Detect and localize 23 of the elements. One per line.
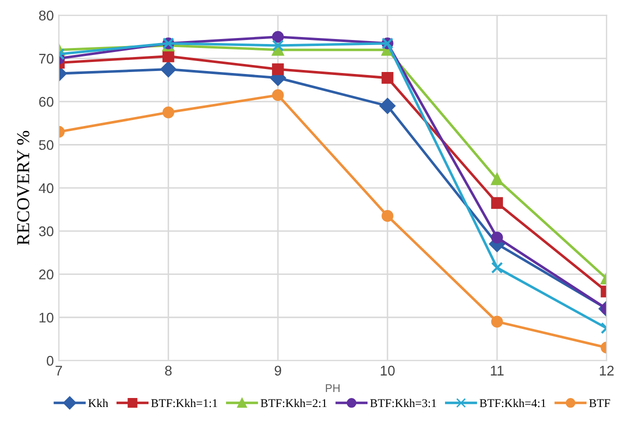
y-tick-label: 10 [40, 312, 54, 323]
legend-label: BTF:Kkh=4:1 [480, 398, 546, 408]
y-tick-label: 60 [39, 96, 54, 107]
legend-label: BTF:Kkh=1:1 [151, 398, 218, 408]
legend-label: BTF:Kkh=3:1 [370, 398, 436, 408]
x-tick-label: 10 [380, 366, 395, 376]
y-tick-label: 30 [39, 226, 54, 236]
x-tick-label: 8 [165, 366, 172, 376]
y-tick-label: 70 [39, 54, 54, 64]
x-axis-title: PH [326, 384, 340, 392]
y-tick-label: 0 [46, 356, 54, 366]
y-tick-label: 80 [39, 10, 54, 20]
y-tick-label: 20 [39, 270, 54, 280]
x-tick-label: 11 [490, 366, 504, 376]
x-tick-label: 12 [600, 366, 614, 376]
x-tick-label: 7 [56, 366, 62, 376]
legend-label: BTF [589, 399, 610, 408]
y-axis-title: RECOVERY % [17, 130, 30, 245]
legend-label: Kkh [88, 398, 108, 408]
legend-label: BTF:Kkh=2:1 [260, 398, 327, 408]
y-tick-label: 40 [38, 183, 54, 194]
x-tick-label: 9 [274, 366, 282, 376]
y-tick-label: 50 [39, 140, 54, 150]
